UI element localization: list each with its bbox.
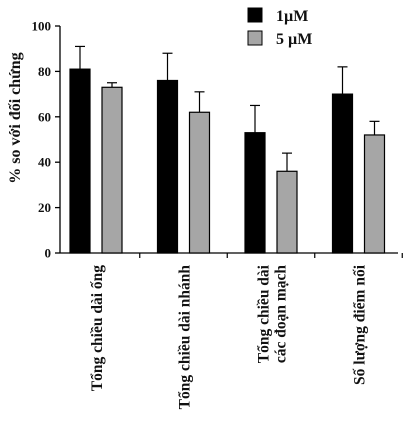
x-tick-label: Tổng chiều dài nhánh xyxy=(177,265,194,410)
y-tick-label: 60 xyxy=(38,109,51,124)
x-tick-label-line: Tổng chiều dài ống xyxy=(89,265,106,391)
x-tick-label: Tổng chiều dài các đoạn mạch xyxy=(256,264,290,363)
y-tick-label: 40 xyxy=(38,155,51,170)
x-tick-label-line: Tổng chiều dài xyxy=(256,264,273,363)
y-tick-label: 20 xyxy=(38,200,51,215)
bar xyxy=(363,134,386,254)
x-tick-label: Tổng chiều dài ống xyxy=(89,265,106,391)
bar xyxy=(244,132,266,254)
bar xyxy=(188,111,211,254)
bar xyxy=(276,170,298,254)
y-tick-label: 80 xyxy=(38,64,51,79)
bar xyxy=(331,93,354,254)
x-tick-label: Số lượng điểm nối xyxy=(352,264,369,385)
bar xyxy=(101,86,123,254)
legend-label: 5 µM xyxy=(276,31,312,48)
legend-swatch xyxy=(247,30,263,46)
y-tick-label: 100 xyxy=(32,19,52,34)
x-tick-label-line: Tổng chiều dài nhánh xyxy=(177,265,194,410)
chart-legend: 1µM 5 µM xyxy=(247,7,312,48)
bar xyxy=(156,79,179,254)
plot-area: 0 20 40 60 80 100 Tổng chiều dài ống Tổng chiều… xyxy=(32,19,403,410)
legend-swatch xyxy=(247,7,263,23)
x-tick-label-line: các đoạn mạch xyxy=(273,265,290,364)
bar xyxy=(69,68,91,254)
x-tick-label-line: Số lượng điểm nối xyxy=(352,264,369,385)
legend-label: 1µM xyxy=(276,8,308,25)
y-axis-label: % so với đối chứng xyxy=(7,52,24,183)
y-tick-label: 0 xyxy=(45,246,52,261)
